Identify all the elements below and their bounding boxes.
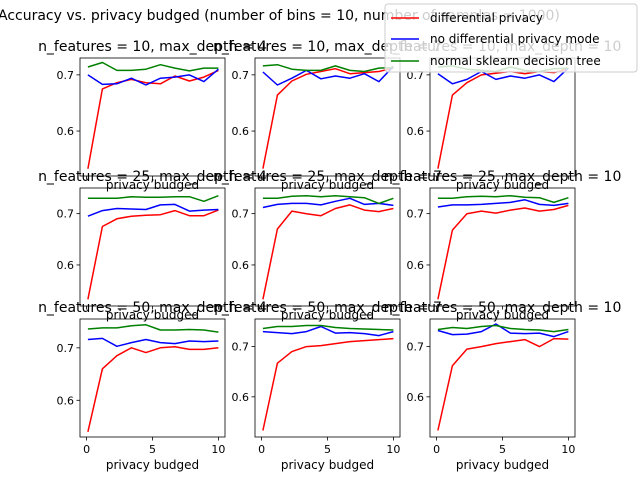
subplot-title: n_features = 50, max_depth = 10 (384, 300, 622, 316)
y-tick-label: 0.7 (232, 341, 250, 354)
series-line (437, 323, 569, 338)
legend-frame (384, 3, 638, 73)
subplots-grid: 0.6 0.7 privacy budged n_features = 10, max… (38, 39, 621, 472)
legend-label-dp: differential privacy (430, 11, 543, 25)
x-tick-label: 10 (561, 443, 575, 456)
y-tick-label: 0.7 (407, 341, 425, 354)
series-line (87, 61, 219, 72)
x-tick-label: 0 (258, 443, 265, 456)
plot-frame (79, 187, 226, 307)
subplot-title: n_features = 25, max_depth = 4 (38, 169, 267, 185)
series-line (262, 67, 394, 169)
series-line (262, 194, 394, 205)
x-tick-label: 5 (149, 443, 156, 456)
series-line (87, 203, 219, 217)
x-tick-label: 0 (83, 443, 90, 456)
x-axis-label: privacy budged (281, 458, 374, 472)
y-tick-label: 0.6 (232, 391, 250, 404)
subplot: 0.6 0.7 privacy budged n_features = 10, max… (38, 39, 267, 192)
subplot-title: n_features = 50, max_depth = 7 (213, 300, 442, 316)
y-tick-label: 0.6 (407, 391, 425, 404)
series-line (87, 209, 219, 300)
series-line (87, 68, 219, 86)
y-tick-label: 0.7 (57, 342, 75, 355)
x-tick-label: 5 (324, 443, 331, 456)
y-tick-label: 0.6 (57, 394, 75, 407)
y-tick-label: 0.7 (232, 208, 250, 221)
y-tick-label: 0.6 (57, 125, 75, 138)
x-axis-label: privacy budged (281, 178, 374, 192)
plot-frame (429, 57, 576, 177)
x-tick-label: 0 (433, 443, 440, 456)
series-line (87, 346, 219, 432)
y-tick-label: 0.7 (407, 208, 425, 221)
series-line (437, 67, 569, 169)
x-axis-label: privacy budged (456, 458, 549, 472)
y-tick-label: 0.7 (232, 69, 250, 82)
x-axis-label: privacy budged (106, 178, 199, 192)
x-axis-label: privacy budged (456, 308, 549, 322)
plot-frame (254, 318, 401, 438)
series-line (437, 199, 569, 208)
series-line (437, 337, 569, 431)
x-axis-label: privacy budged (456, 178, 549, 192)
subplot-title: n_features = 10, max_depth = 4 (38, 39, 267, 55)
y-tick-label: 0.6 (57, 259, 75, 272)
y-tick-label: 0.7 (57, 69, 75, 82)
series-line (437, 324, 569, 333)
legend: differential privacy no differential pri… (384, 3, 638, 73)
plot-frame (79, 57, 226, 177)
x-tick-label: 10 (386, 443, 400, 456)
series-line (262, 197, 394, 209)
x-tick-label: 10 (211, 443, 225, 456)
series-line (87, 324, 219, 333)
series-line (262, 204, 394, 300)
y-tick-label: 0.6 (232, 125, 250, 138)
y-tick-label: 0.7 (57, 208, 75, 221)
series-line (87, 195, 219, 203)
y-tick-label: 0.6 (407, 125, 425, 138)
series-line (262, 325, 394, 337)
series-line (262, 63, 394, 73)
y-tick-label: 0.6 (407, 259, 425, 272)
series-line (437, 67, 569, 85)
series-line (262, 324, 394, 331)
series-line (262, 65, 394, 86)
y-tick-label: 0.6 (232, 259, 250, 272)
series-line (87, 337, 219, 348)
x-axis-label: privacy budged (106, 308, 199, 322)
plot-frame (254, 57, 401, 177)
legend-label-nodp: no differential privacy mode (430, 32, 599, 46)
series-line (262, 337, 394, 431)
plot-frame (79, 318, 226, 438)
subplot-title: n_features = 25, max_depth = 10 (384, 169, 622, 185)
x-axis-label: privacy budged (106, 458, 199, 472)
plot-frame (254, 187, 401, 307)
series-line (87, 69, 219, 169)
legend-label-sk: normal sklearn decision tree (430, 54, 601, 68)
subplot-title: n_features = 50, max_depth = 4 (38, 300, 267, 316)
subplot-title: n_features = 25, max_depth = 7 (213, 169, 442, 185)
x-tick-label: 5 (499, 443, 506, 456)
series-line (437, 204, 569, 300)
x-axis-label: privacy budged (281, 308, 374, 322)
series-line (437, 194, 569, 204)
